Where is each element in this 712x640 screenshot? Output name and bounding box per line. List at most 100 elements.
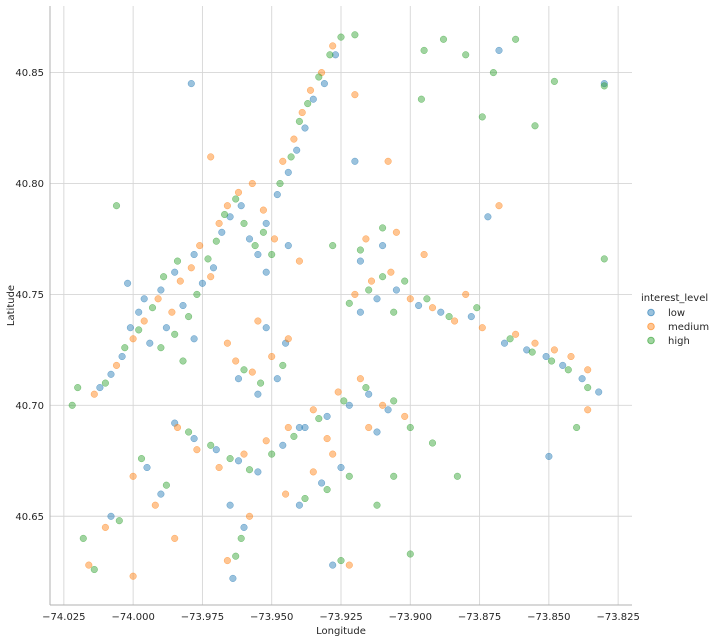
data-point-medium bbox=[234, 188, 243, 196]
data-point-high bbox=[390, 472, 398, 480]
data-point-low bbox=[262, 268, 270, 276]
data-point-high bbox=[240, 219, 248, 227]
legend-items: low medium high bbox=[647, 308, 709, 347]
data-point-medium bbox=[365, 423, 373, 432]
data-point-low bbox=[226, 501, 234, 509]
data-point-medium bbox=[451, 317, 459, 325]
data-point-medium bbox=[462, 290, 470, 298]
data-point-low bbox=[415, 301, 423, 310]
data-point-low bbox=[190, 250, 198, 259]
data-point-low bbox=[356, 308, 364, 316]
legend: interest_level low medium high bbox=[641, 293, 709, 347]
x-tick-label: −73.975 bbox=[181, 612, 224, 623]
data-point-medium bbox=[232, 357, 240, 365]
data-point-high bbox=[564, 366, 572, 374]
data-point-high bbox=[137, 455, 146, 463]
data-point-medium bbox=[367, 277, 376, 285]
data-point-high bbox=[506, 335, 514, 343]
data-point-low bbox=[545, 452, 553, 460]
data-point-high bbox=[90, 565, 98, 574]
data-point-medium bbox=[240, 450, 248, 458]
data-point-high bbox=[268, 450, 276, 458]
data-point-medium bbox=[401, 412, 409, 420]
data-point-medium bbox=[171, 534, 179, 542]
data-point-medium bbox=[215, 219, 223, 227]
data-point-low bbox=[331, 51, 340, 59]
data-point-high bbox=[351, 31, 359, 39]
data-point-medium bbox=[345, 561, 353, 569]
data-point-low bbox=[318, 479, 326, 487]
data-point-medium bbox=[309, 468, 317, 476]
data-point-medium bbox=[323, 435, 331, 443]
y-axis-ticks: 40.65 40.70 40.75 40.80 40.85 bbox=[15, 68, 44, 523]
data-point-low bbox=[234, 375, 243, 383]
data-point-high bbox=[148, 304, 157, 312]
data-point-low bbox=[373, 428, 381, 436]
data-point-high bbox=[462, 51, 470, 59]
x-axis-label: Longitude bbox=[316, 626, 366, 637]
data-point-high bbox=[295, 117, 303, 125]
data-point-medium bbox=[248, 179, 256, 188]
data-point-medium bbox=[90, 390, 98, 398]
y-tick-label: 40.65 bbox=[15, 512, 44, 523]
data-point-low bbox=[245, 235, 254, 243]
data-point-low bbox=[323, 412, 331, 420]
data-point-low bbox=[542, 352, 550, 361]
data-point-high bbox=[135, 326, 143, 334]
x-tick-label: −73.925 bbox=[319, 612, 362, 623]
data-point-low bbox=[600, 80, 608, 88]
data-point-high bbox=[390, 308, 398, 316]
data-point-high bbox=[337, 33, 345, 41]
data-point-medium bbox=[584, 366, 592, 374]
data-point-high bbox=[79, 534, 87, 542]
data-point-high bbox=[453, 472, 461, 480]
data-point-high bbox=[428, 439, 437, 447]
data-point-high bbox=[173, 257, 182, 265]
data-point-low bbox=[495, 46, 503, 54]
data-point-low bbox=[500, 339, 509, 347]
data-point-high bbox=[112, 202, 121, 210]
data-point-medium bbox=[101, 523, 109, 531]
data-point-low bbox=[126, 324, 134, 332]
data-point-low bbox=[143, 463, 151, 472]
data-point-high bbox=[584, 384, 592, 392]
data-point-low bbox=[273, 191, 281, 199]
plot-area bbox=[49, 6, 632, 606]
data-point-high bbox=[185, 428, 193, 436]
data-point-high bbox=[390, 397, 398, 405]
data-point-high bbox=[279, 361, 287, 369]
data-point-medium bbox=[387, 268, 395, 276]
data-point-medium bbox=[248, 368, 256, 376]
data-point-medium bbox=[495, 202, 503, 210]
x-tick-label: −73.875 bbox=[458, 612, 501, 623]
data-point-high bbox=[478, 113, 486, 121]
data-point-high bbox=[600, 82, 608, 90]
legend-title: interest_level bbox=[641, 293, 708, 304]
legend-marker-high bbox=[647, 336, 655, 345]
data-point-low bbox=[107, 512, 115, 520]
data-point-low bbox=[345, 401, 353, 409]
data-point-medium bbox=[196, 242, 204, 250]
data-point-medium bbox=[531, 339, 539, 347]
data-point-medium bbox=[270, 235, 279, 243]
data-point-low bbox=[237, 202, 245, 210]
data-point-high bbox=[329, 242, 337, 250]
series-medium bbox=[85, 42, 592, 580]
data-point-medium bbox=[223, 557, 231, 565]
data-point-high bbox=[245, 466, 254, 474]
data-point-high bbox=[179, 357, 187, 365]
data-point-high bbox=[121, 344, 129, 352]
data-point-high bbox=[323, 486, 331, 494]
data-point-low bbox=[559, 361, 567, 369]
data-point-medium bbox=[428, 304, 437, 312]
data-point-low bbox=[254, 250, 262, 259]
data-point-medium bbox=[351, 290, 359, 298]
data-point-low bbox=[301, 124, 309, 132]
data-point-medium bbox=[309, 406, 317, 414]
data-point-high bbox=[207, 441, 215, 449]
data-point-high bbox=[420, 46, 428, 54]
data-point-medium bbox=[173, 423, 182, 432]
data-point-high bbox=[600, 255, 608, 263]
legend-label-high: high bbox=[668, 336, 690, 347]
data-point-high bbox=[439, 35, 448, 43]
